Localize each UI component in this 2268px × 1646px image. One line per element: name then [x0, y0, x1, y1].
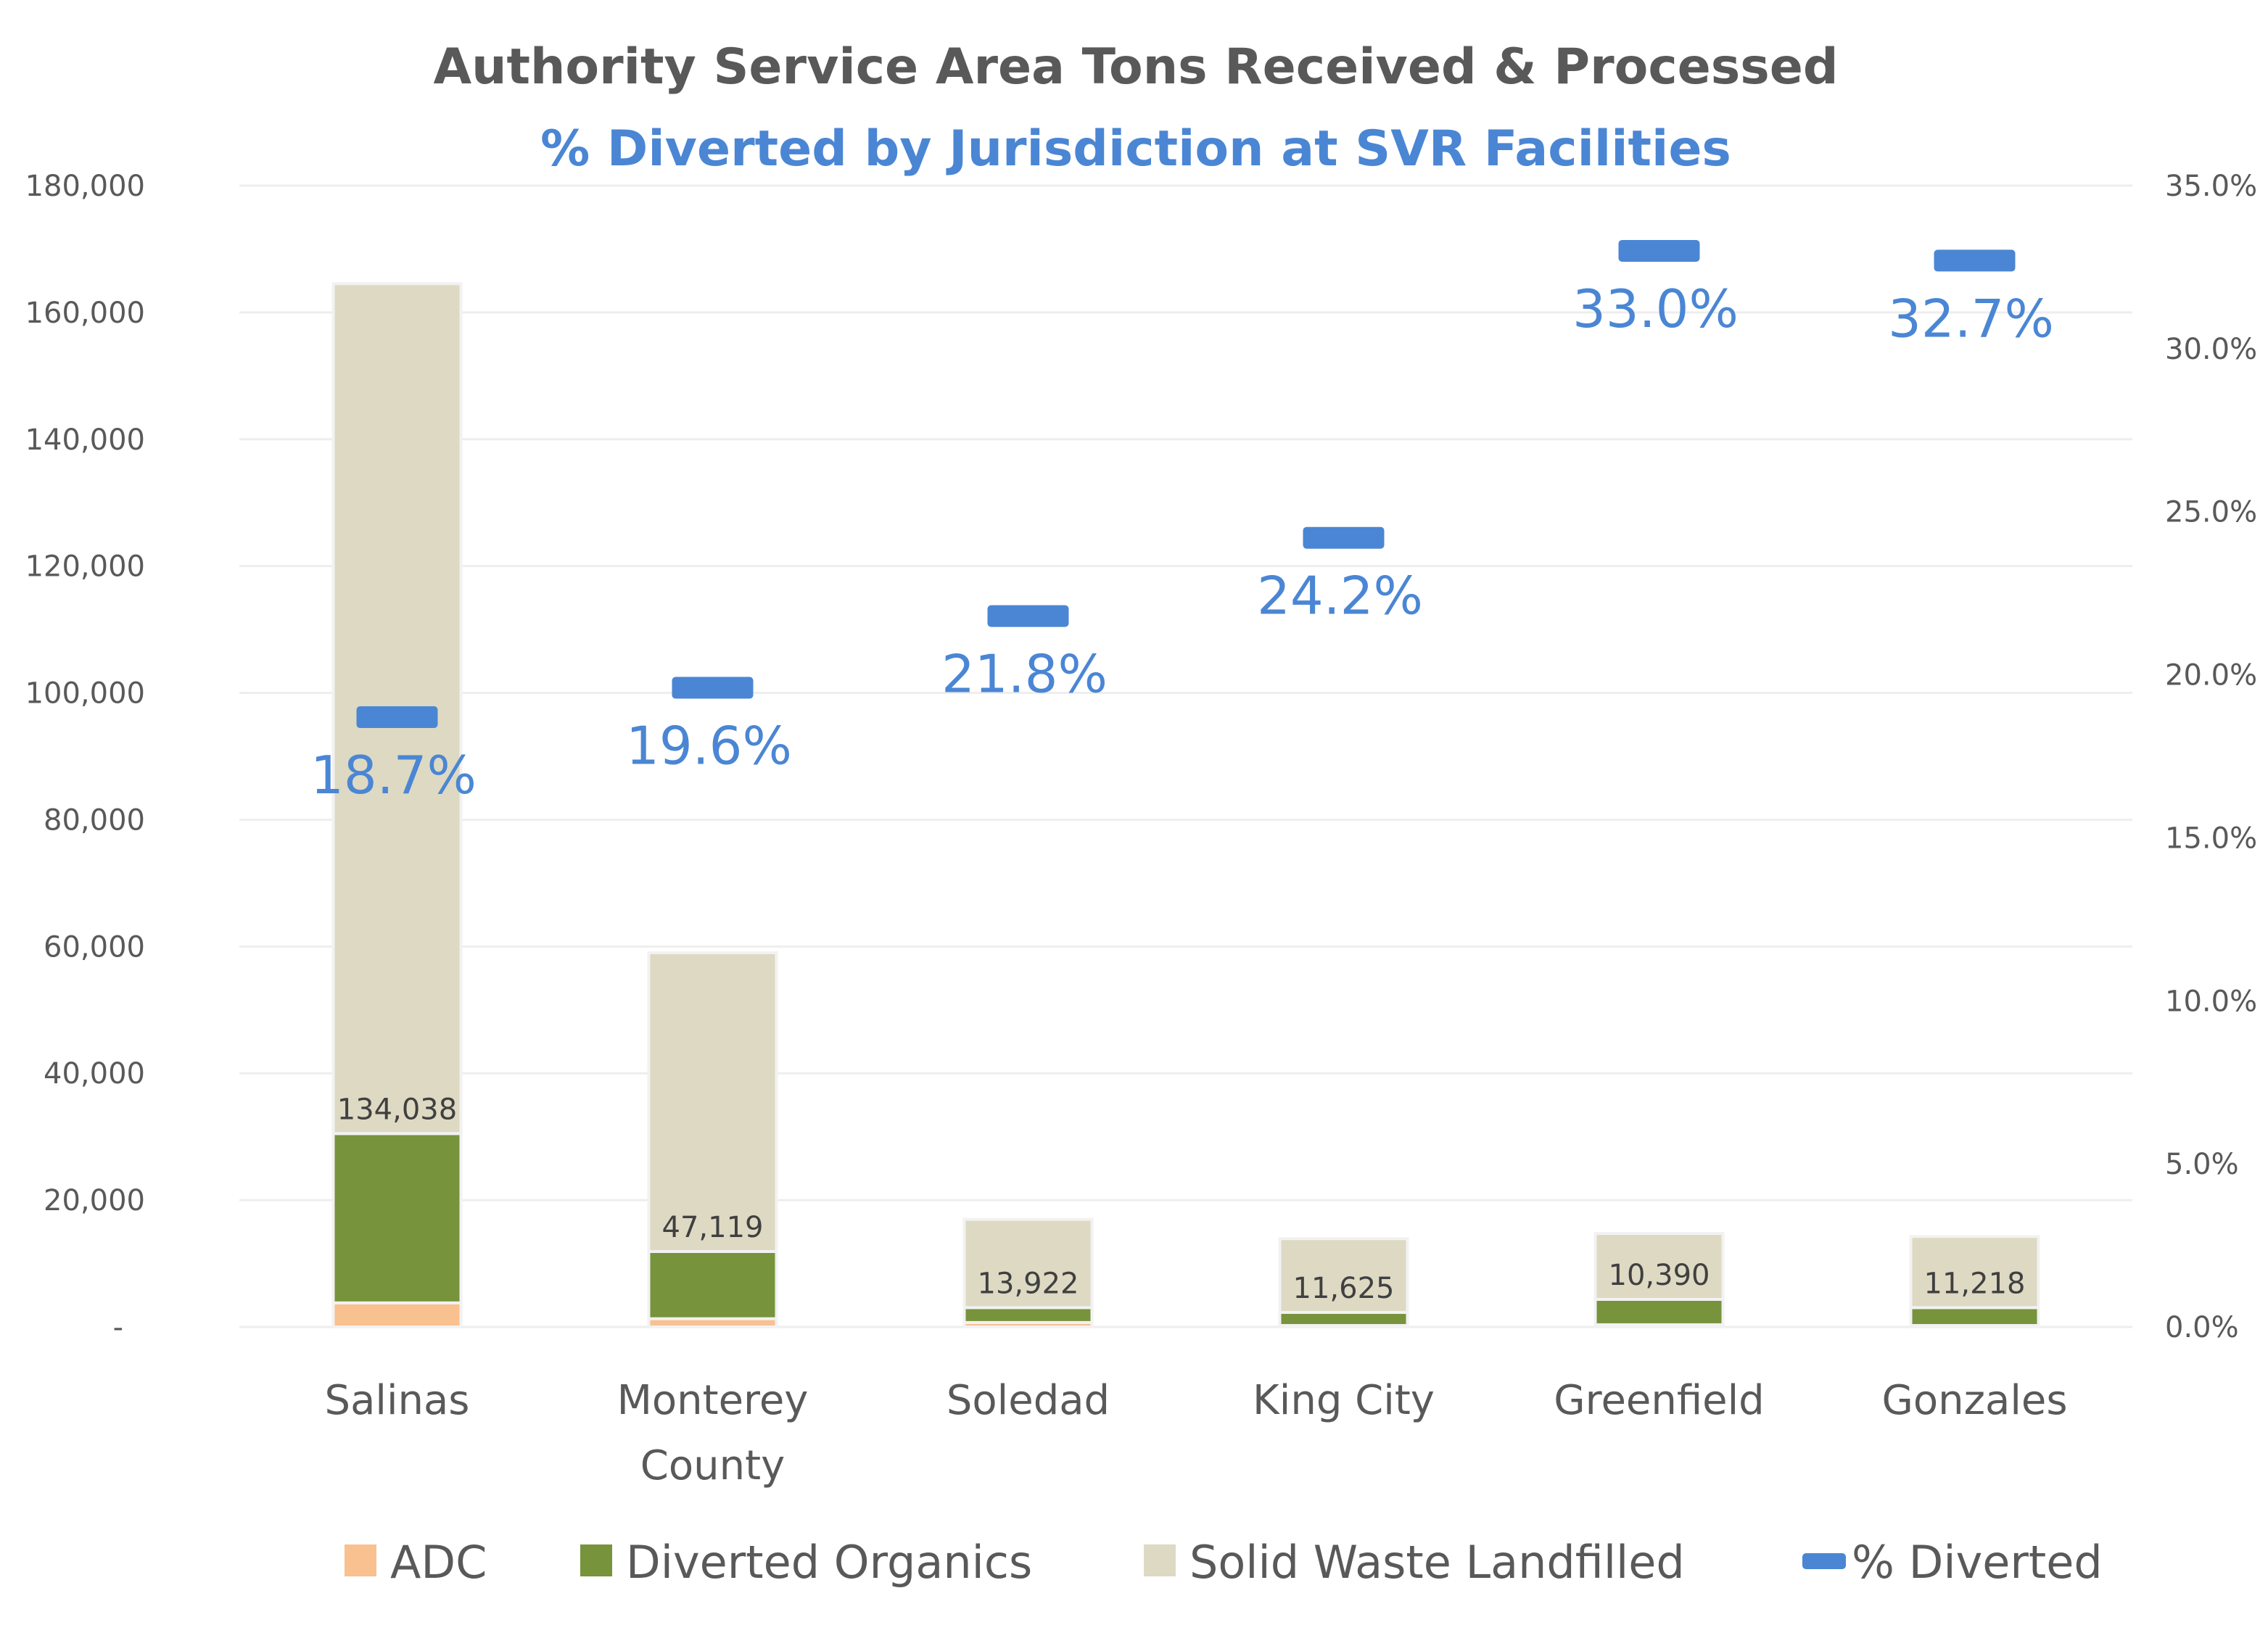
y-tick-label: 80,000: [44, 803, 145, 837]
y2-tick-label: 35.0%: [2165, 170, 2257, 203]
legend-label: Diverted Organics: [626, 1536, 1032, 1589]
legend-swatch: [580, 1544, 612, 1576]
legend: ADC Diverted Organics Solid Waste Landfill…: [345, 1536, 2103, 1589]
data-label: 11,218: [1924, 1267, 2026, 1300]
right-axis: 0.0% 5.0% 10.0% 15.0% 20.0% 25.0% 30.0% 35.0%: [2165, 170, 2257, 1344]
bar-diverted-organics: [1278, 1310, 1409, 1327]
data-label: 47,119: [662, 1211, 764, 1244]
percent-marker: [356, 706, 438, 729]
y2-tick-label: 20.0%: [2165, 659, 2257, 692]
y-tick-label: -: [113, 1311, 123, 1344]
category-label: County: [640, 1442, 785, 1489]
data-label: 11,625: [1293, 1272, 1395, 1305]
bar-diverted-organics: [1909, 1306, 2040, 1327]
y-tick-label: 100,000: [25, 677, 145, 711]
bar-solid-waste-landfilled: [647, 951, 778, 1253]
legend-label: Solid Waste Landfilled: [1189, 1536, 1685, 1589]
category-label: Salinas: [325, 1377, 470, 1424]
percent-marker: [1618, 239, 1700, 262]
legend-swatch: [1802, 1553, 1846, 1569]
category-label: Monterey: [617, 1377, 809, 1424]
percent-label: 21.8%: [941, 644, 1108, 705]
percent-label: 32.7%: [1888, 288, 2054, 349]
legend-label: ADC: [390, 1536, 487, 1589]
y-tick-label: 120,000: [25, 550, 145, 584]
category-label: Gonzales: [1881, 1377, 2067, 1424]
chart-title: Authority Service Area Tons Received & P…: [433, 38, 1838, 96]
percent-label: 33.0%: [1572, 278, 1739, 339]
percent-label: 19.6%: [626, 716, 792, 777]
y-tick-label: 160,000: [25, 297, 145, 330]
percent-label: 24.2%: [1257, 566, 1423, 626]
bar-diverted-organics: [1593, 1297, 1725, 1326]
y-tick-label: 60,000: [44, 930, 145, 964]
data-label: 10,390: [1609, 1259, 1710, 1292]
chart-subtitle: % Diverted by Jurisdiction at SVR Facili…: [540, 120, 1731, 178]
y-tick-label: 40,000: [44, 1057, 145, 1091]
bar-diverted-organics: [647, 1249, 778, 1320]
gridlines: [239, 184, 2132, 1328]
bar-diverted-organics: [331, 1132, 463, 1304]
y2-tick-label: 25.0%: [2165, 496, 2257, 529]
y2-tick-label: 5.0%: [2165, 1148, 2239, 1181]
y-tick-label: 20,000: [44, 1184, 145, 1217]
legend-swatch: [345, 1544, 376, 1576]
category-label: King City: [1253, 1377, 1435, 1424]
percent-marker: [987, 605, 1069, 627]
percent-marker: [672, 677, 754, 699]
percent-marker: [1303, 526, 1385, 549]
y-tick-label: 140,000: [25, 423, 145, 457]
left-axis: - 20,000 40,000 60,000 80,000 100,000 120,000 1…: [25, 170, 145, 1344]
y2-tick-label: 10.0%: [2165, 985, 2257, 1018]
data-label: 13,922: [978, 1267, 1079, 1300]
percent-marker: [1934, 249, 2016, 272]
percent-diverted-series: 18.7% 19.6% 21.8% 24.2% 33.0% 32.7%: [310, 239, 2054, 806]
bar-solid-waste-landfilled: [962, 1217, 1094, 1310]
percent-label: 18.7%: [310, 745, 477, 806]
bar-solid-waste-landfilled: [1909, 1235, 2040, 1310]
y2-tick-label: 30.0%: [2165, 333, 2257, 366]
category-label: Greenfield: [1554, 1377, 1764, 1424]
bar-adc: [331, 1301, 463, 1329]
y-tick-label: 180,000: [25, 170, 145, 203]
y2-tick-label: 15.0%: [2165, 822, 2257, 855]
legend-label: % Diverted: [1852, 1536, 2103, 1589]
y2-tick-label: 0.0%: [2165, 1311, 2239, 1344]
data-label: 134,038: [337, 1093, 457, 1126]
legend-swatch: [1144, 1544, 1176, 1576]
bar-solid-waste-landfilled: [1278, 1237, 1409, 1314]
category-axis: Salinas Monterey County Soledad King City Gre…: [325, 1377, 2068, 1489]
bar-solid-waste-landfilled: [1593, 1232, 1725, 1301]
category-label: Soledad: [947, 1377, 1110, 1424]
bar-diverted-organics: [962, 1306, 1094, 1324]
